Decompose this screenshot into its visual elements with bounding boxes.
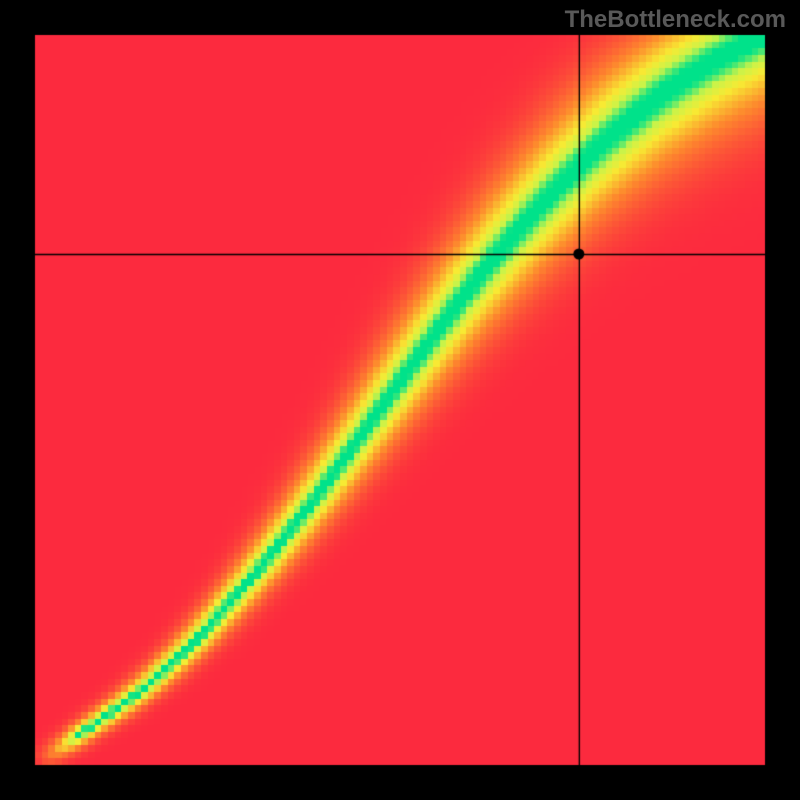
bottleneck-heatmap-canvas — [0, 0, 800, 800]
watermark-text: TheBottleneck.com — [565, 6, 786, 34]
chart-root: TheBottleneck.com — [0, 0, 800, 800]
